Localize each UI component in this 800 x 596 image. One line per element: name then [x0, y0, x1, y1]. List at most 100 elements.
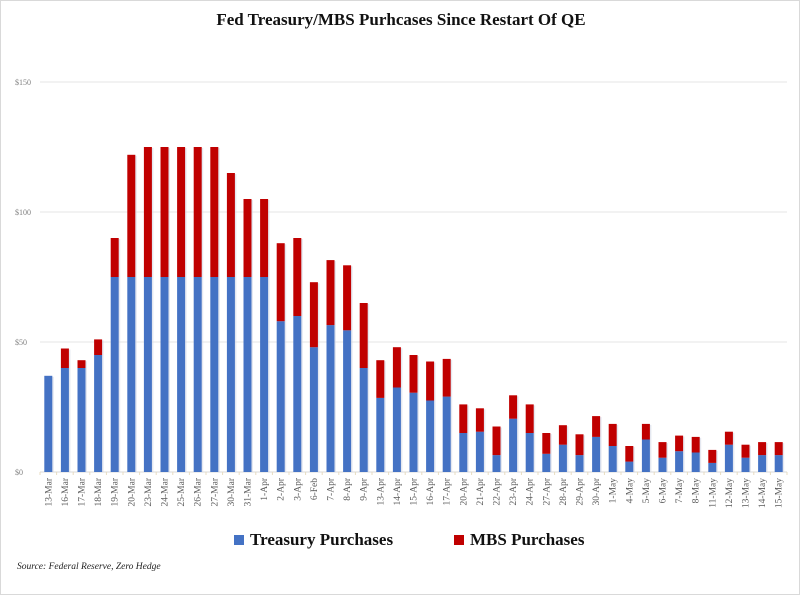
- bar-mbs: [426, 361, 435, 401]
- bar-treasury: [177, 277, 186, 472]
- bar-mbs: [243, 199, 252, 277]
- treasury-swatch-icon: [234, 535, 244, 545]
- x-tick-label: 18-Mar: [94, 477, 104, 506]
- x-tick-label: 1-May: [609, 478, 619, 504]
- bar-treasury: [691, 452, 700, 472]
- bar-treasury: [442, 396, 451, 472]
- mbs-swatch-icon: [454, 535, 464, 545]
- x-tick-label: 13-Mar: [44, 477, 54, 506]
- bar-mbs: [260, 199, 269, 277]
- bar-mbs: [376, 360, 385, 398]
- bar-mbs: [193, 147, 202, 277]
- bar-treasury: [675, 451, 684, 472]
- x-tick-label: 17-Mar: [78, 477, 88, 506]
- x-tick-label: 23-Apr: [509, 477, 519, 505]
- x-tick-label: 25-Mar: [177, 477, 187, 506]
- x-tick-label: 6-May: [659, 478, 669, 504]
- bar-mbs: [675, 435, 684, 452]
- bar-treasury: [592, 436, 601, 472]
- y-tick-label: $0: [15, 468, 23, 477]
- x-tick-label: 9-Apr: [360, 477, 370, 501]
- source-note: Source: Federal Reserve, Zero Hedge: [17, 562, 161, 572]
- bar-mbs: [724, 431, 733, 445]
- x-tick-label: 14-May: [758, 478, 768, 508]
- bar-treasury: [243, 277, 252, 472]
- x-tick-label: 15-Apr: [410, 477, 420, 505]
- bar-treasury: [558, 444, 567, 472]
- bar-mbs: [525, 404, 534, 433]
- bar-mbs: [177, 147, 186, 277]
- bar-treasury: [459, 433, 468, 472]
- bar-mbs: [741, 444, 750, 458]
- bar-treasury: [376, 397, 385, 472]
- x-tick-label: 22-Apr: [493, 477, 503, 505]
- x-tick-label: 31-Mar: [244, 477, 254, 506]
- x-tick-label: 6-Feb: [310, 478, 320, 500]
- bar-mbs: [326, 260, 335, 326]
- bar-mbs: [94, 339, 103, 355]
- bar-mbs: [509, 395, 518, 419]
- bar-treasury: [276, 321, 285, 472]
- x-tick-label: 27-Apr: [542, 477, 552, 505]
- bar-mbs: [343, 265, 352, 331]
- bar-mbs: [160, 147, 169, 277]
- bar-mbs: [276, 243, 285, 322]
- x-tick-label: 12-May: [725, 478, 735, 508]
- chart-title: Fed Treasury/MBS Purhcases Since Restart…: [216, 10, 586, 29]
- bar-treasury: [708, 462, 717, 472]
- bars: [44, 147, 785, 473]
- bar-treasury: [143, 277, 152, 472]
- bar-mbs: [542, 433, 551, 454]
- x-tick-label: 5-May: [642, 478, 652, 504]
- bar-treasury: [658, 457, 667, 472]
- x-tick-label: 8-Apr: [343, 477, 353, 501]
- x-tick-label: 2-Apr: [277, 477, 287, 501]
- bar-mbs: [592, 416, 601, 437]
- bar-treasury: [774, 455, 783, 472]
- bar-treasury: [525, 433, 534, 472]
- bar-treasury: [77, 368, 86, 472]
- bar-treasury: [127, 277, 136, 472]
- x-tick-label: 3-Apr: [293, 477, 303, 501]
- bar-mbs: [110, 238, 119, 277]
- x-tick-label: 14-Apr: [393, 477, 403, 505]
- x-tick-label: 30-Apr: [592, 477, 602, 505]
- bar-mbs: [392, 347, 401, 388]
- y-tick-label: $50: [15, 338, 27, 347]
- bar-mbs: [409, 355, 418, 393]
- bar-treasury: [492, 455, 501, 472]
- x-tick-label: 13-May: [742, 478, 752, 508]
- bar-treasury: [293, 316, 302, 472]
- x-tick-label: 15-May: [775, 478, 785, 508]
- bar-treasury: [641, 439, 650, 472]
- bar-treasury: [359, 368, 368, 472]
- bar-mbs: [309, 282, 318, 348]
- y-tick-label: $150: [15, 78, 31, 87]
- bar-mbs: [608, 423, 617, 446]
- bar-mbs: [442, 358, 451, 397]
- bar-mbs: [558, 425, 567, 445]
- bar-treasury: [260, 277, 269, 472]
- bar-treasury: [542, 453, 551, 472]
- bar-treasury: [326, 325, 335, 472]
- x-tick-label: 16-Apr: [426, 477, 436, 505]
- legend-label-treasury: Treasury Purchases: [250, 530, 394, 549]
- bar-treasury: [625, 461, 634, 472]
- x-tick-label: 17-Apr: [443, 477, 453, 505]
- bar-treasury: [94, 355, 103, 472]
- bar-treasury: [210, 277, 219, 472]
- bar-mbs: [293, 238, 302, 316]
- x-tick-label: 26-Mar: [194, 477, 204, 506]
- x-tick-label: 19-Mar: [111, 477, 121, 506]
- bar-mbs: [459, 404, 468, 433]
- x-tick-label: 30-Mar: [227, 477, 237, 506]
- bar-treasury: [343, 330, 352, 472]
- legend-label-mbs: MBS Purchases: [470, 530, 585, 549]
- bar-treasury: [741, 457, 750, 472]
- x-tick-label: 23-Mar: [144, 477, 154, 506]
- x-axis-ticks: 13-Mar 16-Mar 17-Mar 18-Mar 19-Mar 20-Mar 23-M…: [39, 472, 788, 508]
- bar-treasury: [724, 444, 733, 472]
- bar-treasury: [409, 392, 418, 472]
